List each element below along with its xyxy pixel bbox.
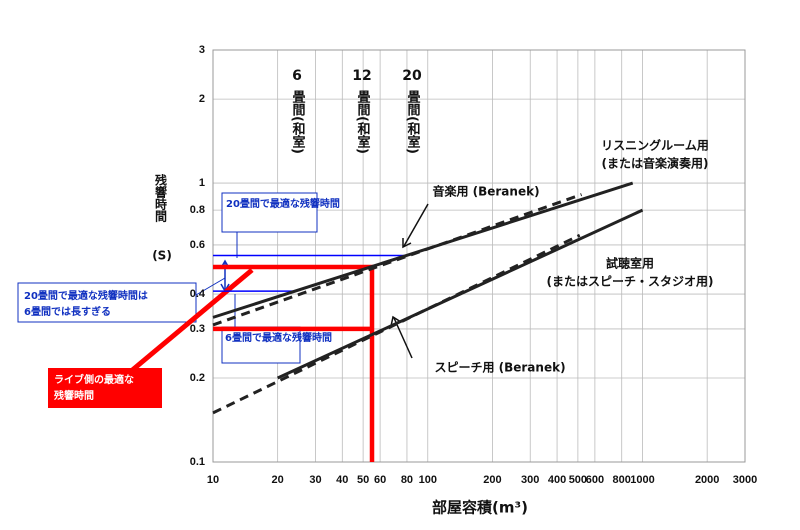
- series-label: スピーチ用 (Beranek): [434, 361, 565, 375]
- x-tick-label: 2000: [695, 474, 719, 486]
- x-tick-label: 20: [272, 474, 284, 486]
- series-line: [212, 233, 581, 415]
- x-tick-label: 300: [521, 474, 539, 486]
- callout-leader: [128, 268, 254, 374]
- x-tick-label: 80: [401, 474, 413, 486]
- label-arrow: [403, 203, 429, 247]
- x-tick-label: 50: [357, 474, 369, 486]
- room-label-number: 20: [402, 68, 422, 84]
- x-tick-label: 30: [309, 474, 321, 486]
- series-label: 試聴室用: [606, 256, 654, 271]
- series-line: [213, 264, 375, 462]
- series-label: (または音楽演奏用): [602, 156, 709, 171]
- callout-leader: [195, 277, 226, 296]
- x-tick-label: 100: [419, 474, 437, 486]
- y-tick-label: 1: [199, 177, 205, 189]
- x-tick-label: 600: [586, 474, 604, 486]
- callout-text: 20畳間で最適な残響時間: [226, 197, 340, 210]
- callout-box: [221, 192, 318, 233]
- room-label-number: 6: [292, 68, 302, 84]
- series-line: [212, 181, 634, 319]
- x-tick-label: 200: [483, 474, 501, 486]
- callout-box: [221, 326, 301, 364]
- y-tick-label: 0.2: [190, 372, 205, 384]
- arrow-head: [390, 315, 402, 327]
- series-label: (またはスピーチ・スタジオ用): [547, 275, 714, 289]
- x-tick-label: 40: [336, 474, 348, 486]
- callout-text: 20畳間で最適な残響時間は: [24, 289, 148, 302]
- callout-text: 残響時間: [54, 389, 94, 402]
- y-axis-unit: (S): [152, 249, 172, 263]
- series-label: 音楽用 (Beranek): [432, 184, 539, 199]
- callout-box: [17, 282, 197, 323]
- arrow-head: [402, 238, 412, 249]
- y-tick-label: 0.6: [190, 239, 205, 251]
- callout-text: ライブ側の最適な: [54, 373, 134, 386]
- series-line: [212, 193, 583, 327]
- y-tick-label: 3: [199, 44, 205, 56]
- y-axis-label: 残響時間: [154, 173, 168, 223]
- callout-box: [48, 368, 162, 408]
- x-tick-label: 1000: [630, 474, 654, 486]
- x-tick-label: 400: [548, 474, 566, 486]
- room-label: 畳間(和室): [355, 90, 371, 154]
- room-label: 畳間(和室): [290, 90, 306, 154]
- room-label-number: 12: [352, 68, 371, 84]
- x-axis-label: 部屋容積(m³): [432, 499, 528, 517]
- x-tick-label: 10: [207, 474, 219, 486]
- y-tick-label: 0.3: [190, 323, 205, 335]
- x-tick-label: 60: [374, 474, 386, 486]
- x-tick-label: 800: [613, 474, 631, 486]
- x-tick-label: 500: [569, 474, 587, 486]
- callout-text: 6畳間で最適な残響時間: [225, 331, 332, 344]
- callout-text: 6畳間では長すぎる: [24, 305, 111, 318]
- series-label: リスニングルーム用: [601, 138, 709, 153]
- y-tick-label: 0.4: [190, 288, 206, 300]
- y-tick-label: 0.1: [190, 456, 205, 468]
- x-tick-label: 3000: [733, 474, 757, 486]
- room-label: 畳間(和室): [405, 90, 421, 154]
- y-tick-label: 2: [199, 93, 205, 105]
- y-tick-label: 0.8: [190, 204, 205, 216]
